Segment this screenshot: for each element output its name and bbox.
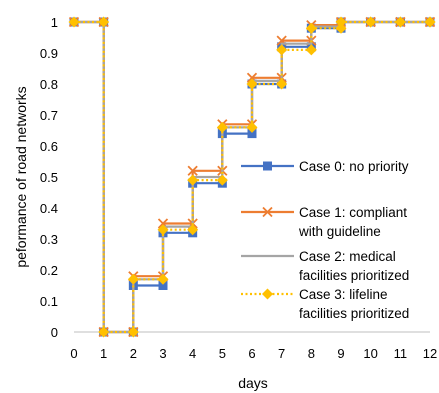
legend-marker-0 xyxy=(263,161,272,171)
data-point-0 xyxy=(247,129,257,139)
y-tick-label: 0.4 xyxy=(40,201,58,216)
x-tick-label: 7 xyxy=(278,346,285,361)
data-point-3 xyxy=(335,22,347,34)
legend-label-3: facilities prioritized xyxy=(299,306,409,321)
y-tick-label: 0.7 xyxy=(40,108,58,123)
x-tick-label: 1 xyxy=(100,346,107,361)
data-point-3 xyxy=(246,78,258,90)
data-point-3 xyxy=(276,44,288,56)
data-point-3 xyxy=(157,224,169,236)
legend: Case 0: no priority Case 1: compliant with… xyxy=(241,159,409,321)
data-point-3 xyxy=(305,44,317,56)
y-axis-title: peformance of road networks xyxy=(13,86,29,267)
y-tick-label: 0.6 xyxy=(40,139,58,154)
x-tick-label: 5 xyxy=(219,346,226,361)
x-tick-label: 10 xyxy=(363,346,377,361)
data-point-3 xyxy=(187,224,199,236)
series-layer xyxy=(68,16,436,338)
x-tick-label: 12 xyxy=(423,346,437,361)
y-tick-label: 0.2 xyxy=(40,263,58,278)
data-point-3 xyxy=(216,174,228,186)
x-tick-label: 9 xyxy=(337,346,344,361)
data-point-3 xyxy=(127,273,139,285)
data-point-3 xyxy=(335,16,347,28)
x-tick-label: 11 xyxy=(394,346,408,361)
data-point-3 xyxy=(424,16,436,28)
data-point-3 xyxy=(98,16,110,28)
data-point-1 xyxy=(187,165,198,176)
y-tick-label: 1 xyxy=(51,15,58,30)
x-tick-label: 2 xyxy=(130,346,137,361)
data-point-3 xyxy=(365,16,377,28)
series-line-3 xyxy=(74,20,430,334)
y-tick-label: 0.9 xyxy=(40,46,58,61)
y-tick-label: 0.3 xyxy=(40,232,58,247)
legend-label-1: with guideline xyxy=(298,224,381,239)
data-point-3 xyxy=(305,22,317,34)
data-point-3 xyxy=(276,78,288,90)
y-tick-label: 0 xyxy=(51,325,58,340)
legend-label-1: Case 1: compliant xyxy=(299,205,407,220)
legend-label-0: Case 0: no priority xyxy=(299,159,409,174)
series-line-1 xyxy=(74,20,430,334)
series-line-0 xyxy=(74,20,430,334)
data-point-3 xyxy=(216,121,228,133)
x-tick-label: 4 xyxy=(189,346,196,361)
x-tick-label: 6 xyxy=(248,346,255,361)
data-point-3 xyxy=(394,16,406,28)
series-2 xyxy=(74,20,430,334)
series-3 xyxy=(68,16,436,338)
legend-label-3: Case 3: lifeline xyxy=(299,287,388,302)
data-point-3 xyxy=(98,326,110,338)
x-tick-label: 0 xyxy=(70,346,77,361)
x-tick-label: 8 xyxy=(308,346,315,361)
axes: 0 1 2 3 4 5 6 7 8 9 10 11 1200.10.20.30.40.50.60.70.… xyxy=(40,15,437,361)
legend-marker-1 xyxy=(262,206,273,218)
legend-label-2: facilities prioritized xyxy=(299,268,409,283)
y-tick-label: 0.8 xyxy=(40,77,58,92)
x-axis-title: days xyxy=(238,375,268,391)
x-tick-label: 3 xyxy=(159,346,166,361)
y-tick-label: 0.1 xyxy=(40,294,58,309)
data-point-0 xyxy=(158,281,168,290)
data-point-3 xyxy=(68,16,80,28)
data-point-3 xyxy=(157,273,169,285)
data-point-3 xyxy=(246,121,258,133)
legend-marker-3 xyxy=(262,288,273,300)
data-point-3 xyxy=(187,174,199,186)
legend-label-2: Case 2: medical xyxy=(299,249,396,264)
y-tick-label: 0.5 xyxy=(40,170,58,185)
series-line-2 xyxy=(74,20,430,334)
data-point-3 xyxy=(127,326,139,338)
